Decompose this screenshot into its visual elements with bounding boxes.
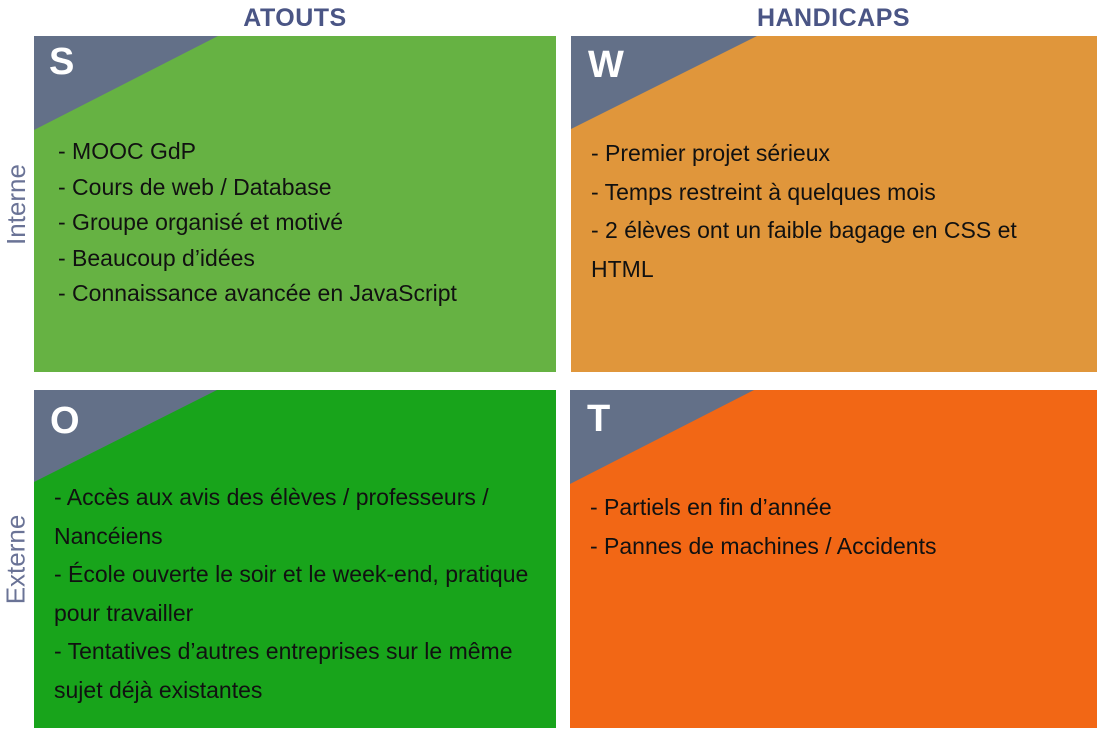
- list-item: - Beaucoup d’idées: [58, 244, 255, 271]
- strengths-list: - MOOC GdP - Cours de web / Database - G…: [58, 134, 540, 312]
- quadrant-letter-s: S: [49, 41, 75, 83]
- list-item: - Connaissance avancée en JavaScript: [58, 280, 457, 306]
- row-label-externe: Externe: [0, 514, 31, 604]
- quadrant-threats: T - Partiels en fin d’année - Pannes de …: [570, 390, 1097, 728]
- list-item: - Partiels en fin d’année: [590, 494, 832, 520]
- list-item: - Groupe organisé et motivé: [58, 209, 344, 235]
- list-item: - École ouverte le soir et le week-end, …: [54, 561, 529, 626]
- threats-list: - Partiels en fin d’année - Pannes de ma…: [590, 488, 1081, 565]
- opportunities-list: - Accès aux avis des élèves / professeur…: [54, 478, 536, 709]
- list-item: - Cours de web / Database: [58, 173, 332, 200]
- quadrant-letter-w: W: [588, 44, 624, 86]
- list-item: - Premier projet sérieux: [591, 140, 831, 166]
- corner-triangle: [571, 36, 757, 129]
- list-item: - MOOC GdP: [58, 138, 197, 164]
- weaknesses-list: - Premier projet sérieux - Temps restrei…: [591, 134, 1081, 288]
- corner-triangle: [570, 390, 754, 484]
- quadrant-opportunities: O - Accès aux avis des élèves / professe…: [34, 390, 556, 728]
- quadrant-letter-o: O: [50, 400, 80, 442]
- list-item: - 2 élèves ont un faible bagage en CSS e…: [591, 217, 1017, 282]
- row-label-interne: Interne: [0, 163, 31, 245]
- corner-triangle: [34, 390, 217, 482]
- row-label-interne-container: Interne: [0, 36, 32, 372]
- list-item: - Temps restreint à quelques mois: [591, 178, 936, 205]
- column-header-atouts: ATOUTS: [243, 4, 347, 32]
- column-header-handicaps: HANDICAPS: [756, 4, 911, 32]
- quadrant-strengths: S - MOOC GdP - Cours de web / Database -…: [34, 36, 556, 372]
- list-item: - Pannes de machines / Accidents: [590, 532, 937, 559]
- row-label-externe-container: Externe: [0, 390, 32, 728]
- corner-triangle: [34, 36, 218, 130]
- list-item: - Tentatives d’autres entreprises sur le…: [54, 638, 513, 703]
- quadrant-weaknesses: W - Premier projet sérieux - Temps restr…: [571, 36, 1097, 372]
- list-item: - Accès aux avis des élèves / professeur…: [54, 484, 489, 549]
- quadrant-letter-t: T: [587, 398, 611, 440]
